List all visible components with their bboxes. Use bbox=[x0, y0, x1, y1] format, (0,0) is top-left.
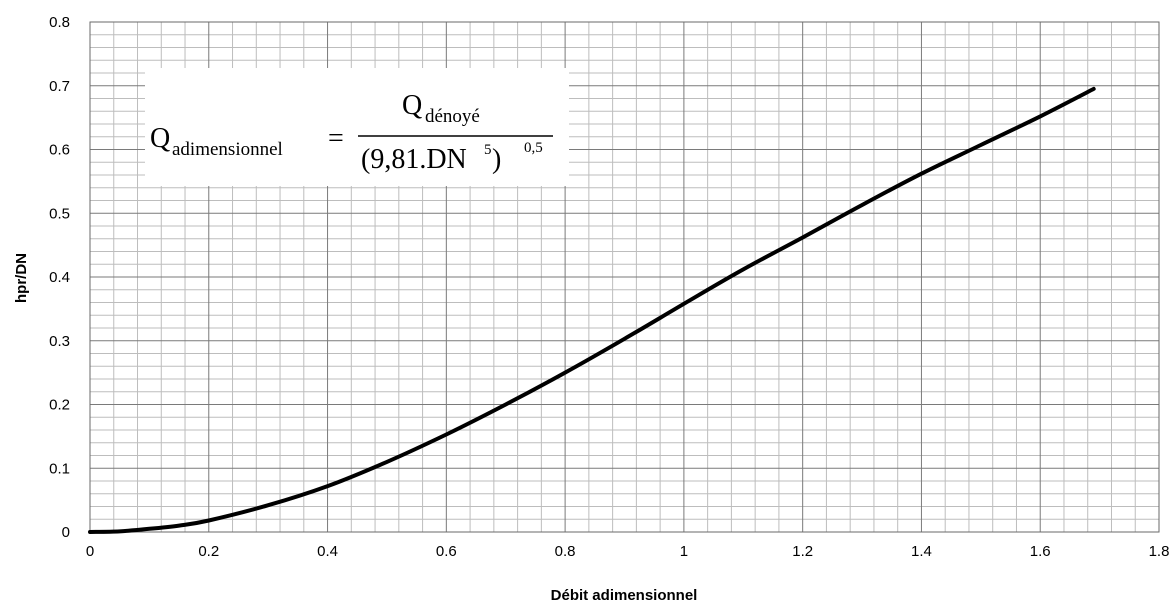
x-tick-label: 0.4 bbox=[317, 543, 338, 560]
x-tick-label: 1 bbox=[680, 543, 688, 560]
x-tick-label: 0 bbox=[86, 543, 94, 560]
plot-frame bbox=[89, 21, 1160, 533]
formula-num-sub: dénoyé bbox=[425, 106, 480, 127]
formula-den-sup: 5 bbox=[484, 142, 492, 158]
formula-equals: = bbox=[328, 123, 344, 154]
formula-num-main: Q bbox=[402, 90, 422, 121]
y-tick-label: 0.2 bbox=[49, 397, 70, 414]
x-tick-label: 1.8 bbox=[1149, 543, 1170, 560]
formula-box: Q adimensionnel = Q dénoyé (9,81.DN 5 ) … bbox=[145, 68, 569, 186]
y-tick-label: 0.1 bbox=[49, 460, 70, 477]
y-tick-label: 0 bbox=[62, 524, 70, 541]
x-tick-label: 0.2 bbox=[198, 543, 219, 560]
x-tick-label: 0.6 bbox=[436, 543, 457, 560]
formula-den-open: (9,81.DN bbox=[361, 144, 467, 175]
x-tick-labels: 0 0.2 0.4 0.6 0.8 1 1.2 1.4 1.6 1.8 bbox=[86, 543, 1170, 560]
plot-area-border bbox=[89, 21, 1160, 533]
y-tick-labels: 0 0.1 0.2 0.3 0.4 0.5 0.6 0.7 0.8 bbox=[49, 14, 70, 541]
series-line bbox=[88, 86, 1096, 534]
x-axis-label: Débit adimensionnel bbox=[551, 587, 698, 604]
formula-lhs-sub: adimensionnel bbox=[172, 139, 283, 160]
formula-den-exp: 0,5 bbox=[524, 140, 543, 156]
y-tick-label: 0.7 bbox=[49, 78, 70, 95]
y-tick-label: 0.3 bbox=[49, 333, 70, 350]
x-tick-label: 0.8 bbox=[555, 543, 576, 560]
y-axis-label: hpr/DN bbox=[13, 253, 30, 303]
series-layer bbox=[88, 86, 1096, 534]
y-tick-label: 0.6 bbox=[49, 142, 70, 159]
y-tick-label: 0.4 bbox=[49, 269, 70, 286]
formula-background bbox=[145, 68, 569, 186]
x-tick-label: 1.2 bbox=[792, 543, 813, 560]
y-tick-label: 0.8 bbox=[49, 14, 70, 31]
y-tick-label: 0.5 bbox=[49, 205, 70, 222]
formula-den-close: ) bbox=[492, 144, 501, 175]
x-tick-label: 1.6 bbox=[1030, 543, 1051, 560]
formula-lhs-main: Q bbox=[150, 123, 170, 154]
x-tick-label: 1.4 bbox=[911, 543, 932, 560]
